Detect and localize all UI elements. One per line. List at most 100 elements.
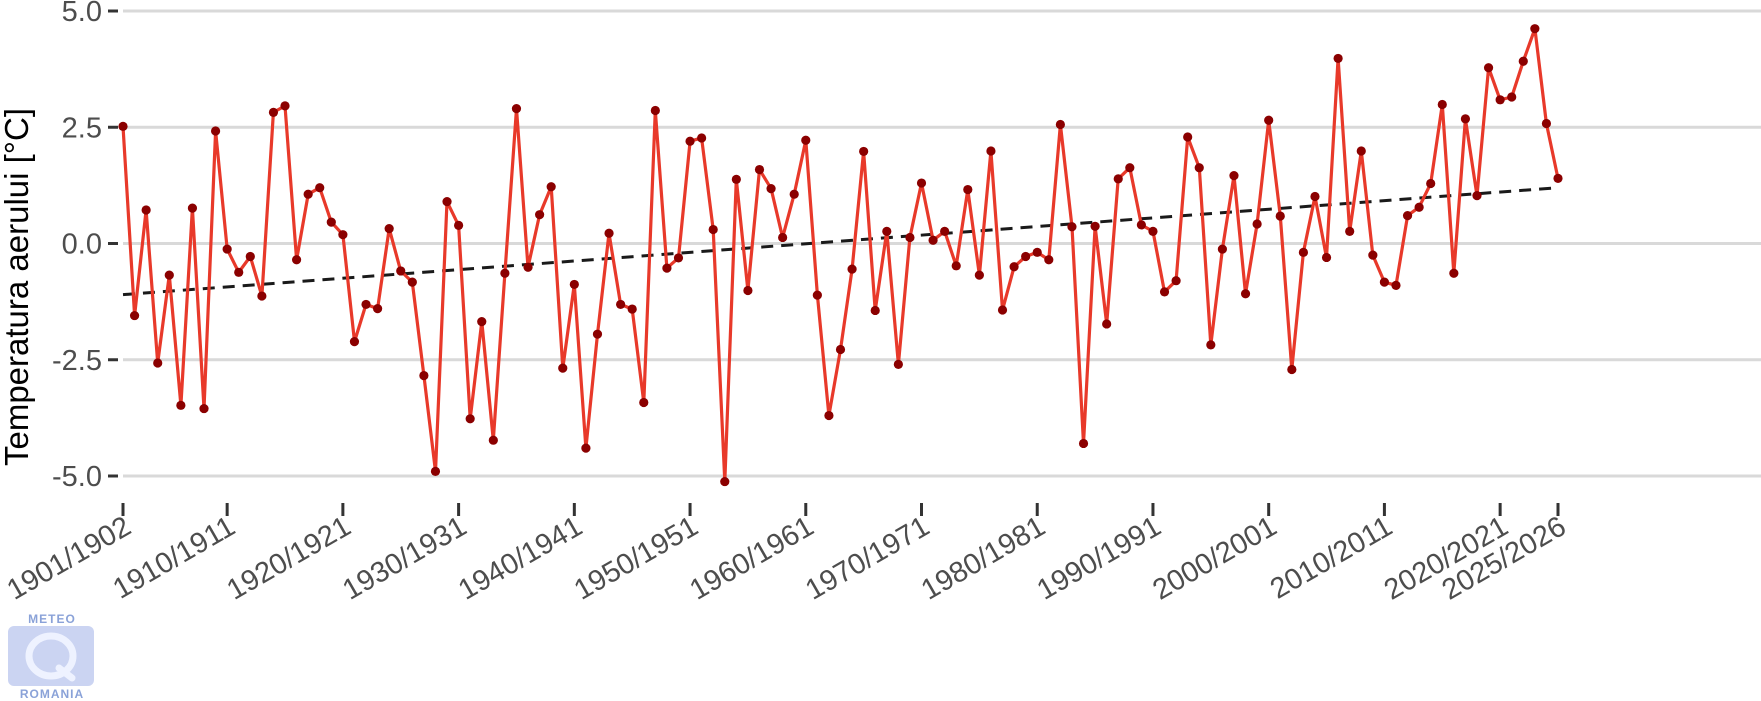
data-point — [535, 210, 545, 220]
data-point — [592, 329, 603, 339]
data-point — [315, 183, 325, 193]
grid-lines — [123, 9, 1761, 478]
data-point — [1078, 438, 1089, 449]
data-point — [1113, 174, 1123, 184]
data-point — [1460, 114, 1471, 124]
data-point — [766, 184, 776, 194]
data-point — [407, 277, 417, 287]
data-point — [1310, 191, 1320, 202]
data-point — [650, 105, 660, 116]
y-tick-label: 2.5 — [62, 112, 102, 144]
data-point — [697, 133, 707, 143]
data-point — [847, 264, 857, 274]
y-axis: 5.0 2.5 0.0 -2.5 -5.0 — [52, 0, 118, 493]
data-point — [1252, 219, 1262, 229]
data-point — [916, 178, 927, 188]
data-point — [268, 107, 279, 117]
data-point — [685, 136, 695, 146]
data-point — [835, 344, 846, 355]
data-point — [1321, 252, 1332, 263]
data-point — [338, 230, 348, 240]
data-point — [720, 476, 730, 487]
data-point — [1021, 251, 1031, 262]
data-point — [731, 174, 741, 184]
data-point — [801, 135, 811, 145]
data-point — [176, 400, 186, 410]
data-point — [257, 291, 267, 301]
data-point — [1090, 221, 1100, 231]
data-point — [1356, 146, 1366, 156]
y-tick-label: -2.5 — [52, 345, 102, 377]
data-point — [1449, 268, 1459, 278]
data-point — [1379, 277, 1390, 287]
data-point — [1229, 171, 1239, 181]
data-point — [882, 226, 892, 237]
y-tick-label: -5.0 — [52, 461, 102, 493]
data-point — [488, 435, 498, 445]
data-point — [1183, 132, 1193, 142]
data-point — [905, 232, 915, 243]
data-point — [1518, 56, 1528, 66]
data-point — [1472, 191, 1482, 201]
data-point — [569, 279, 579, 290]
data-point — [940, 226, 950, 237]
data-point — [1333, 53, 1343, 64]
data-point — [1217, 244, 1227, 254]
x-axis: 1901/19021910/19111920/19211930/19311940… — [2, 503, 1572, 607]
data-point — [1298, 247, 1309, 257]
data-point — [859, 146, 869, 157]
data-point — [928, 235, 938, 245]
data-point — [396, 266, 406, 276]
data-point — [581, 443, 591, 453]
data-point — [291, 255, 302, 265]
data-point — [1264, 115, 1274, 125]
data-point — [349, 337, 360, 347]
data-point — [1368, 250, 1378, 260]
data-point — [1483, 63, 1494, 73]
y-tick-label: 5.0 — [62, 0, 102, 28]
data-point — [1426, 178, 1436, 189]
series-layer — [118, 24, 1563, 487]
data-point — [303, 189, 313, 199]
data-point — [1206, 340, 1216, 350]
data-point — [789, 189, 799, 199]
data-point — [997, 305, 1008, 315]
data-point — [1171, 276, 1181, 286]
data-point — [1391, 280, 1401, 290]
data-point — [1275, 211, 1285, 221]
data-point — [1414, 202, 1424, 212]
data-point — [1055, 119, 1065, 130]
x-tick-label: 1980/1981 — [916, 510, 1051, 606]
data-point — [754, 164, 765, 175]
x-tick-label: 1930/1931 — [337, 510, 472, 606]
trend-line — [122, 186, 1559, 297]
data-point — [743, 285, 753, 296]
data-point — [1159, 287, 1170, 297]
data-point — [129, 310, 140, 321]
data-point — [454, 220, 464, 230]
x-tick-label: 1970/1971 — [800, 510, 935, 606]
data-point — [164, 270, 174, 280]
data-point — [963, 184, 973, 195]
y-tick-label: 0.0 — [62, 229, 102, 261]
data-point — [245, 251, 255, 262]
data-point — [986, 146, 996, 156]
data-point — [1437, 99, 1447, 110]
series-line — [121, 27, 1560, 484]
data-point — [778, 232, 788, 243]
data-point — [199, 403, 209, 414]
logo-emblem-icon — [8, 626, 94, 686]
data-point — [1287, 364, 1297, 375]
x-tick-label: 1950/1951 — [569, 510, 704, 606]
data-point — [1009, 262, 1019, 272]
y-axis-title: Temperatura aerului [°C] — [0, 108, 35, 466]
data-point — [141, 205, 151, 215]
data-point — [673, 253, 684, 263]
data-point — [1345, 226, 1355, 237]
data-point — [893, 359, 903, 369]
data-point — [812, 290, 822, 300]
data-point — [372, 304, 383, 314]
data-point — [627, 304, 637, 314]
data-point — [616, 299, 626, 310]
